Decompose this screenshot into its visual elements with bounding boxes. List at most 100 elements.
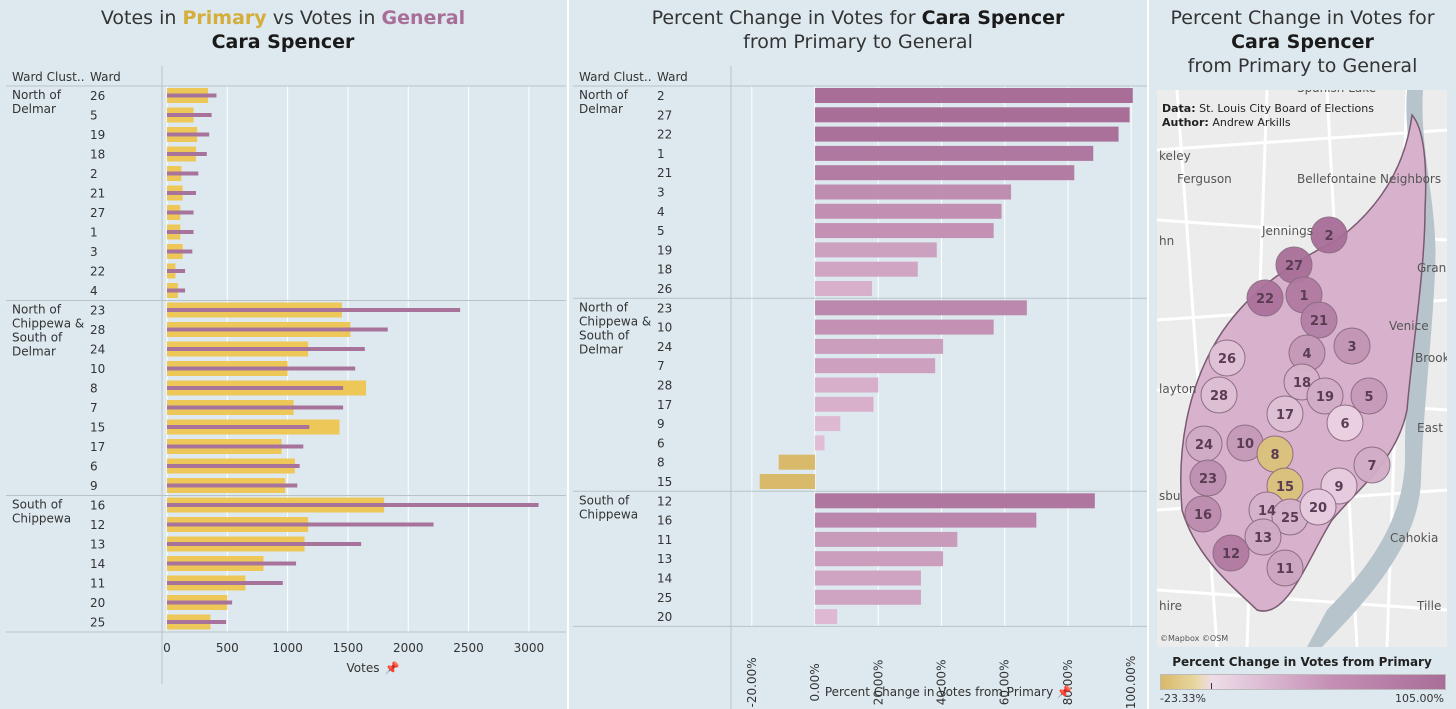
ward-label: 12 bbox=[90, 518, 105, 532]
x-tick-label: 1500 bbox=[333, 641, 364, 655]
cluster-label: North of bbox=[579, 300, 629, 314]
ward-number-label: 3 bbox=[1347, 340, 1356, 355]
ward-label: 19 bbox=[657, 243, 672, 257]
x-axis-title: Percent Change in Votes from Primary bbox=[825, 685, 1053, 699]
place-label: hire bbox=[1159, 599, 1182, 613]
ward-column-header: Ward bbox=[90, 70, 121, 84]
ward-number-label: 15 bbox=[1276, 480, 1294, 495]
ward-label: 26 bbox=[657, 282, 672, 296]
ward-number-label: 20 bbox=[1309, 501, 1327, 516]
ward-number-label: 10 bbox=[1236, 437, 1254, 452]
ward-label: 14 bbox=[90, 557, 105, 571]
ward-region-23 bbox=[1189, 459, 1227, 497]
legend-color-ramp[interactable] bbox=[1160, 674, 1446, 690]
x-tick-label: 3000 bbox=[514, 641, 545, 655]
cluster-label: Delmar bbox=[579, 102, 623, 116]
x-tick-label: 2000 bbox=[393, 641, 424, 655]
ward-label: 11 bbox=[657, 533, 672, 547]
map-road bbox=[1157, 128, 1447, 152]
x-tick-label: 20.00% bbox=[871, 660, 885, 706]
ward-number-label: 13 bbox=[1254, 531, 1272, 546]
cluster-label: South of bbox=[579, 493, 630, 507]
general-bar bbox=[167, 561, 297, 566]
ward-number-label: 25 bbox=[1281, 511, 1299, 526]
ward-number-label: 17 bbox=[1276, 408, 1294, 423]
ward-number-label: 6 bbox=[1340, 417, 1349, 432]
general-bar bbox=[167, 600, 233, 605]
general-bar bbox=[167, 464, 300, 468]
ward-label: 15 bbox=[90, 421, 105, 435]
x-tick-label: 500 bbox=[216, 641, 239, 655]
ward-label: 25 bbox=[90, 616, 105, 630]
percent-bar bbox=[815, 319, 994, 335]
general-bar bbox=[167, 210, 194, 215]
ward-number-label: 9 bbox=[1334, 480, 1343, 495]
general-bar bbox=[167, 113, 212, 117]
ward-region-22 bbox=[1246, 279, 1284, 317]
ward-label: 20 bbox=[657, 610, 672, 624]
ward-map[interactable]: 2 27 22 1 21 4 3 26 18 28 19 5 17 6 24 10 8 7 23 15 9 16 14 25 2… bbox=[1157, 90, 1447, 647]
x-tick-label: 1000 bbox=[272, 641, 303, 655]
place-label: Gran bbox=[1417, 261, 1446, 275]
ward-region-19 bbox=[1306, 377, 1344, 415]
cluster-label: Chippewa bbox=[579, 507, 638, 521]
ward-label: 17 bbox=[657, 398, 672, 412]
ward-label: 21 bbox=[657, 166, 672, 180]
place-label: hn bbox=[1159, 234, 1174, 248]
ward-label: 11 bbox=[90, 577, 105, 591]
x-tick-label: 2500 bbox=[453, 641, 484, 655]
legend-min-label: -23.33% bbox=[1160, 692, 1206, 705]
percent-bar bbox=[815, 358, 936, 374]
place-label: Brookly bbox=[1415, 351, 1447, 365]
ward-number-label: 27 bbox=[1285, 259, 1303, 274]
ward-number-label: 5 bbox=[1364, 390, 1373, 405]
osm-credit[interactable]: ©Mapbox ©OSM bbox=[1160, 634, 1229, 643]
ward-label: 13 bbox=[657, 552, 672, 566]
ward-label: 27 bbox=[90, 206, 105, 220]
ward-number-label: 4 bbox=[1302, 347, 1311, 362]
ward-number-label: 18 bbox=[1293, 376, 1311, 391]
cluster-label: North of bbox=[579, 88, 629, 102]
ward-region-6 bbox=[1326, 404, 1364, 442]
general-bar bbox=[167, 308, 461, 312]
map-title-line3: from Primary to General bbox=[1187, 55, 1418, 77]
ward-label: 20 bbox=[90, 596, 105, 610]
legend-zero-tick bbox=[1211, 683, 1212, 689]
ward-label: 2 bbox=[657, 89, 665, 103]
percent-bar bbox=[815, 531, 958, 547]
ward-number-label: 22 bbox=[1256, 292, 1274, 307]
cluster-label: South of bbox=[12, 498, 63, 512]
ward-label: 6 bbox=[90, 460, 98, 474]
x-tick-label: 40.00% bbox=[935, 660, 949, 706]
general-bar bbox=[167, 152, 207, 156]
pin-icon: 📌 bbox=[385, 660, 400, 675]
ward-number-label: 28 bbox=[1210, 389, 1228, 404]
ward-label: 28 bbox=[657, 379, 672, 393]
ward-number-label: 16 bbox=[1194, 508, 1212, 523]
place-label: Spanish Lake bbox=[1297, 90, 1376, 95]
general-bar bbox=[167, 366, 356, 371]
general-bar bbox=[167, 132, 210, 137]
title-general-word: General bbox=[381, 7, 466, 29]
percent-bar bbox=[815, 242, 937, 258]
ward-label: 28 bbox=[90, 323, 105, 337]
ward-label: 8 bbox=[90, 382, 98, 396]
general-bar bbox=[167, 230, 194, 234]
ward-label: 25 bbox=[657, 591, 672, 605]
general-bar bbox=[167, 405, 344, 410]
map-credit: Data: St. Louis City Board of Elections … bbox=[1162, 102, 1374, 129]
ward-number-label: 14 bbox=[1258, 504, 1276, 519]
ward-number-label: 26 bbox=[1218, 352, 1236, 367]
votes-panel: Votes in Primary vs Votes in General Car… bbox=[0, 0, 566, 709]
map-road bbox=[1157, 588, 1447, 612]
percent-bar bbox=[815, 165, 1075, 181]
percent-bar bbox=[815, 184, 1012, 200]
percent-chart-title: Percent Change in Votes for Cara Spencer bbox=[651, 7, 1065, 29]
percent-bar bbox=[815, 203, 1002, 219]
ward-number-label: 1 bbox=[1299, 289, 1308, 304]
ward-region-11 bbox=[1266, 549, 1304, 587]
ward-label: 9 bbox=[657, 417, 665, 431]
ward-region-2 bbox=[1310, 216, 1348, 254]
ward-label: 16 bbox=[90, 499, 105, 513]
